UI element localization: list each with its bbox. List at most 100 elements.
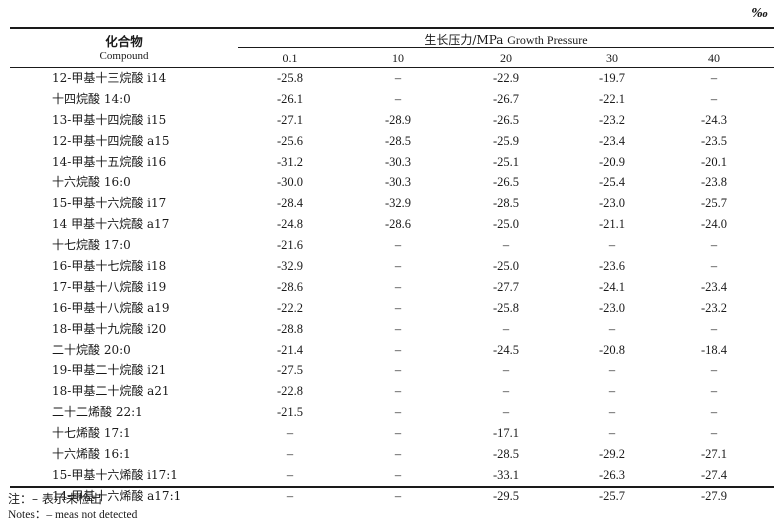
- table-row: 十六烷酸 16:0 -30.0 -30.3 -26.5 -25.4 -23.8: [10, 172, 774, 193]
- value-cell: -25.7: [700, 196, 728, 211]
- value-cell: -26.3: [598, 467, 626, 482]
- table-row: 14-甲基十五烷酸 i16 -31.2 -30.3 -25.1 -20.9 -20.1: [10, 152, 774, 173]
- table-row: 十七烯酸 17:1 – – -17.1 – –: [10, 423, 774, 444]
- column-header-4: 40: [708, 51, 720, 65]
- value-cell: –: [608, 321, 616, 336]
- value-cell: -25.0: [492, 217, 520, 232]
- top-rule: [10, 27, 774, 29]
- value-cell: -18.4: [700, 342, 728, 357]
- table-row: 16-甲基十七烷酸 i18 -32.9 – -25.0 -23.6 –: [10, 256, 774, 277]
- compound-name: 15-甲基十六烯酸 i17:1: [52, 467, 178, 482]
- value-cell: -28.6: [276, 279, 304, 294]
- value-cell: –: [502, 321, 510, 336]
- compound-header-zh: 化合物: [105, 34, 143, 49]
- value-cell: -24.3: [700, 112, 728, 127]
- table-row: 15-甲基十六烷酸 i17 -28.4 -32.9 -28.5 -23.0 -25.7: [10, 193, 774, 214]
- compound-name: 14 甲基十六烷酸 a17: [52, 217, 170, 232]
- value-cell: -28.5: [492, 447, 520, 462]
- value-cell: -26.5: [492, 175, 520, 190]
- note-en: Notes：– meas not detected: [8, 509, 138, 521]
- value-cell: -23.8: [700, 175, 728, 190]
- compound-name: 十七烯酸 17:1: [52, 426, 131, 441]
- value-cell: –: [394, 300, 402, 315]
- value-cell: -22.1: [598, 91, 626, 106]
- value-cell: –: [608, 363, 616, 378]
- column-header-3: 30: [606, 51, 618, 65]
- value-cell: –: [394, 321, 402, 336]
- value-cell: -24.1: [598, 279, 626, 294]
- value-cell: -23.4: [700, 279, 728, 294]
- value-cell: -25.6: [276, 133, 304, 148]
- table-row: 14-甲基十六烯酸 a17:1 – – -29.5 -25.7 -27.9: [10, 486, 774, 507]
- value-cell: -26.7: [492, 91, 520, 106]
- value-cell: -24.0: [700, 217, 728, 232]
- table-row: 18-甲基十九烷酸 i20 -28.8 – – – –: [10, 319, 774, 340]
- compound-name: 16-甲基十八烷酸 a19: [52, 300, 170, 315]
- compound-name: 19-甲基二十烷酸 i21: [52, 363, 167, 378]
- value-cell: -22.2: [276, 300, 304, 315]
- value-cell: -17.1: [492, 426, 520, 441]
- value-cell: -24.5: [492, 342, 520, 357]
- value-cell: -23.2: [700, 300, 728, 315]
- value-cell: –: [710, 363, 718, 378]
- value-cell: -19.7: [598, 71, 626, 85]
- value-cell: –: [608, 384, 616, 399]
- value-cell: -22.8: [276, 384, 304, 399]
- value-cell: -30.0: [276, 175, 304, 190]
- table-row: 13-甲基十四烷酸 i15 -27.1 -28.9 -26.5 -23.2 -24.3: [10, 110, 774, 131]
- table-row: 二十烷酸 20:0 -21.4 – -24.5 -20.8 -18.4: [10, 340, 774, 361]
- value-cell: –: [394, 405, 402, 420]
- table-row: 十六烯酸 16:1 – – -28.5 -29.2 -27.1: [10, 444, 774, 465]
- table-row: 17-甲基十八烷酸 i19 -28.6 – -27.7 -24.1 -23.4: [10, 277, 774, 298]
- compound-name: 15-甲基十六烷酸 i17: [52, 196, 167, 211]
- value-cell: -25.1: [492, 154, 520, 169]
- compound-name: 十六烷酸 16:0: [52, 175, 131, 190]
- value-cell: -24.8: [276, 217, 304, 232]
- table-row: 12-甲基十三烷酸 i14 -25.8 – -22.9 -19.7 –: [10, 68, 774, 89]
- value-cell: –: [394, 384, 402, 399]
- value-cell: -25.9: [492, 133, 520, 148]
- value-cell: -25.4: [598, 175, 626, 190]
- value-cell: –: [394, 488, 402, 503]
- pressure-header-zh: 生长压力/MPa: [424, 33, 504, 47]
- compound-name: 12-甲基十三烷酸 i14: [52, 71, 167, 85]
- value-cell: -20.1: [700, 154, 728, 169]
- value-cell: –: [710, 321, 718, 336]
- value-cell: –: [394, 447, 402, 462]
- pressure-underline: [238, 47, 774, 48]
- table-row: 二十二烯酸 22:1 -21.5 – – – –: [10, 402, 774, 423]
- value-cell: –: [286, 426, 294, 441]
- table-row: 18-甲基二十烷酸 a21 -22.8 – – – –: [10, 381, 774, 402]
- pressure-header: 生长压力/MPa Growth Pressure: [238, 31, 774, 48]
- value-cell: –: [710, 71, 718, 85]
- value-cell: –: [394, 342, 402, 357]
- value-cell: –: [286, 447, 294, 462]
- value-cell: –: [502, 238, 510, 253]
- value-cell: -22.9: [492, 71, 520, 85]
- value-cell: -23.0: [598, 300, 626, 315]
- value-cell: -26.1: [276, 91, 304, 106]
- table-row: 12-甲基十四烷酸 a15 -25.6 -28.5 -25.9 -23.4 -23.5: [10, 131, 774, 152]
- table-row: 19-甲基二十烷酸 i21 -27.5 – – – –: [10, 360, 774, 381]
- value-cell: -27.4: [700, 467, 728, 482]
- value-cell: -33.1: [492, 467, 520, 482]
- compound-name: 14-甲基十六烯酸 a17:1: [52, 488, 182, 503]
- value-cell: –: [710, 384, 718, 399]
- value-cell: -26.5: [492, 112, 520, 127]
- value-cell: –: [710, 238, 718, 253]
- compound-name: 13-甲基十四烷酸 i15: [52, 112, 167, 127]
- compound-name: 14-甲基十五烷酸 i16: [52, 154, 167, 169]
- value-cell: -23.6: [598, 259, 626, 274]
- value-cell: –: [608, 405, 616, 420]
- table-row: 十七烷酸 17:0 -21.6 – – – –: [10, 235, 774, 256]
- value-cell: -23.5: [700, 133, 728, 148]
- value-cell: –: [394, 71, 402, 85]
- column-header-0: 0.1: [282, 51, 298, 65]
- value-cell: –: [502, 384, 510, 399]
- value-cell: -27.9: [700, 488, 728, 503]
- value-cell: -23.2: [598, 112, 626, 127]
- value-cell: -23.4: [598, 133, 626, 148]
- compound-name: 12-甲基十四烷酸 a15: [52, 133, 170, 148]
- compound-name: 18-甲基二十烷酸 a21: [52, 384, 170, 399]
- value-cell: -32.9: [384, 196, 412, 211]
